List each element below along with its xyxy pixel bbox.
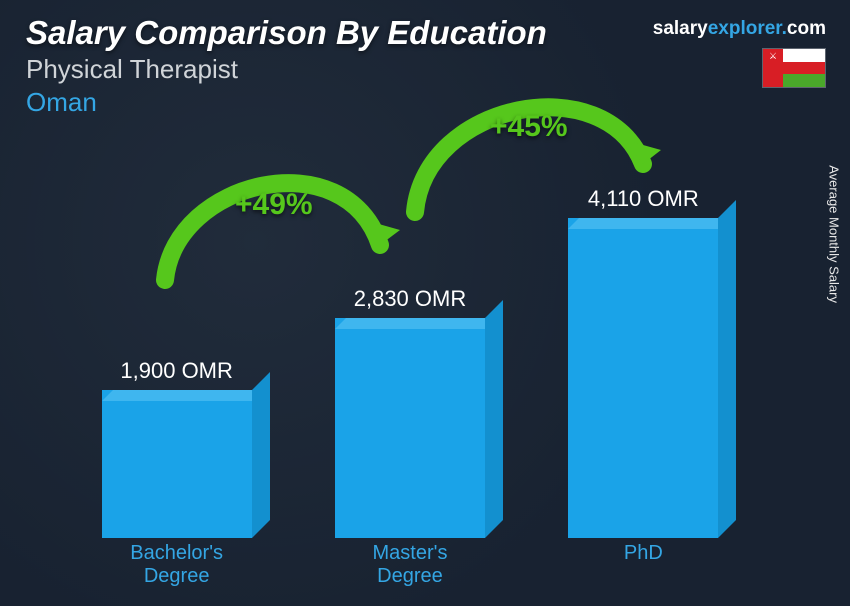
bars-container: 1,900 OMR 2,830 OMR 4,110 OMR	[60, 170, 760, 538]
bar-side-face	[718, 200, 736, 538]
brand-suffix: com	[787, 18, 826, 39]
bar-top-face	[335, 318, 496, 329]
bar: 1,900 OMR	[77, 358, 277, 538]
bar-3d	[568, 218, 718, 538]
bar: 4,110 OMR	[543, 186, 743, 538]
y-axis-label: Average Monthly Salary	[827, 165, 842, 303]
bar-front-face	[568, 218, 718, 538]
brand-mid: explorer	[708, 18, 782, 39]
bar-top-face	[568, 218, 729, 229]
bar-3d	[335, 318, 485, 538]
bar-side-face	[252, 372, 270, 538]
bar-front-face	[335, 318, 485, 538]
bar-side-face	[485, 300, 503, 538]
x-axis-label: Bachelor'sDegree	[77, 538, 277, 586]
x-axis-label: Master'sDegree	[310, 538, 510, 586]
bar-3d	[102, 390, 252, 538]
x-axis-label: PhD	[543, 538, 743, 586]
bar-value-label: 1,900 OMR	[120, 358, 233, 384]
x-axis: Bachelor'sDegree Master'sDegree PhD	[60, 538, 760, 586]
country-name: Oman	[26, 87, 547, 118]
country-flag-icon: ⚔	[762, 48, 826, 88]
flag-band: ⚔	[763, 49, 783, 87]
flag-emblem-icon: ⚔	[769, 51, 777, 62]
salary-bar-chart: 1,900 OMR 2,830 OMR 4,110 OMR Bachelor'sDe…	[60, 170, 760, 586]
bar: 2,830 OMR	[310, 286, 510, 538]
bar-value-label: 4,110 OMR	[588, 186, 699, 212]
subtitle: Physical Therapist	[26, 54, 547, 85]
brand-logo: salaryexplorer.com	[653, 18, 826, 40]
bar-top-face	[102, 390, 263, 401]
brand-prefix: salary	[653, 18, 708, 39]
page-title: Salary Comparison By Education	[26, 14, 547, 52]
bar-front-face	[102, 390, 252, 538]
bar-value-label: 2,830 OMR	[354, 286, 467, 312]
